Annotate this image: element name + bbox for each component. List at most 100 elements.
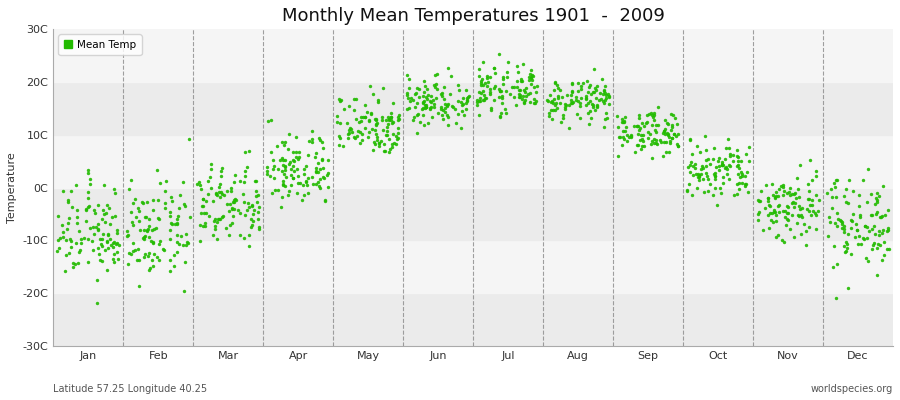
Point	[73, 236, 87, 242]
Point	[419, 104, 434, 110]
Point	[839, 238, 853, 245]
Point	[357, 102, 372, 108]
Point	[122, 250, 137, 257]
Point	[428, 84, 443, 90]
Point	[826, 243, 841, 249]
Point	[550, 82, 564, 88]
Point	[249, 199, 264, 206]
Point	[664, 111, 679, 118]
Point	[562, 125, 577, 132]
Point	[204, 160, 219, 167]
Point	[212, 184, 227, 190]
Point	[851, 203, 866, 209]
Point	[50, 248, 65, 254]
Point	[427, 97, 441, 104]
Point	[216, 212, 230, 219]
Point	[771, 192, 786, 199]
Point	[742, 158, 757, 164]
Point	[362, 117, 376, 124]
Point	[518, 85, 533, 92]
Point	[649, 140, 663, 146]
Point	[288, 154, 302, 161]
Point	[837, 226, 851, 232]
Point	[389, 132, 403, 139]
Bar	[53, 240, 893, 293]
Point	[158, 188, 172, 194]
Point	[569, 97, 583, 103]
Point	[553, 100, 567, 107]
Point	[316, 145, 330, 152]
Point	[644, 141, 658, 148]
Point	[430, 71, 445, 77]
Point	[220, 188, 234, 194]
Point	[780, 209, 795, 216]
Point	[131, 205, 146, 212]
Point	[840, 244, 854, 251]
Point	[778, 239, 792, 245]
Point	[131, 283, 146, 290]
Point	[57, 188, 71, 194]
Point	[802, 224, 816, 230]
Point	[756, 227, 770, 233]
Point	[721, 136, 735, 142]
Point	[738, 183, 752, 189]
Point	[579, 93, 593, 99]
Point	[798, 228, 813, 234]
Point	[601, 93, 616, 99]
Point	[761, 225, 776, 231]
Point	[627, 149, 642, 155]
Point	[333, 98, 347, 104]
Point	[778, 208, 792, 214]
Point	[194, 186, 209, 192]
Point	[440, 102, 454, 108]
Point	[634, 132, 648, 138]
Point	[122, 186, 137, 192]
Point	[882, 246, 896, 252]
Point	[147, 238, 161, 245]
Point	[852, 214, 867, 220]
Point	[381, 114, 395, 120]
Point	[778, 214, 792, 220]
Point	[632, 127, 646, 133]
Point	[695, 162, 709, 169]
Point	[391, 114, 405, 120]
Point	[88, 210, 103, 216]
Point	[312, 183, 327, 190]
Point	[599, 115, 614, 121]
Point	[248, 177, 263, 184]
Point	[309, 165, 323, 172]
Point	[242, 148, 256, 154]
Point	[616, 134, 630, 140]
Point	[124, 177, 139, 183]
Point	[74, 240, 88, 247]
Point	[91, 221, 105, 228]
Point	[647, 110, 662, 116]
Point	[472, 98, 487, 104]
Point	[170, 232, 184, 238]
Point	[688, 165, 702, 172]
Point	[707, 173, 722, 179]
Bar	[53, 29, 893, 82]
Point	[91, 202, 105, 208]
Point	[867, 223, 881, 230]
Point	[386, 118, 400, 125]
Point	[104, 221, 118, 227]
Point	[129, 214, 143, 221]
Bar	[53, 188, 893, 240]
Point	[375, 84, 390, 91]
Point	[158, 205, 173, 212]
Point	[410, 130, 424, 136]
Point	[126, 240, 140, 246]
Point	[634, 136, 649, 143]
Point	[310, 178, 325, 185]
Point	[424, 98, 438, 105]
Point	[69, 240, 84, 247]
Point	[139, 214, 153, 220]
Point	[237, 199, 251, 205]
Point	[837, 192, 851, 199]
Point	[588, 107, 602, 113]
Point	[590, 87, 604, 94]
Point	[87, 207, 102, 213]
Point	[500, 74, 514, 80]
Point	[404, 95, 419, 102]
